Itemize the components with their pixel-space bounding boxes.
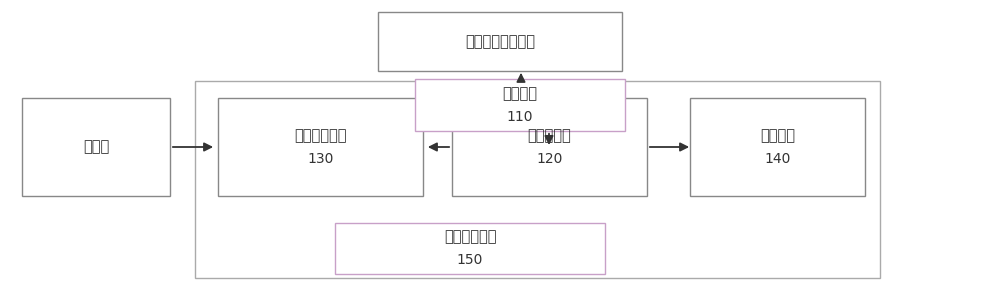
Text: 待监控的时钟设备: 待监控的时钟设备: [465, 34, 535, 49]
Bar: [218, 98, 423, 196]
Text: 110: 110: [507, 110, 533, 124]
Bar: [378, 12, 622, 71]
Text: 130: 130: [307, 152, 334, 166]
Text: 服务器: 服务器: [83, 139, 109, 155]
Bar: [415, 79, 625, 131]
Text: 无线通信模块: 无线通信模块: [294, 128, 347, 143]
Text: 120: 120: [536, 152, 563, 166]
Text: 安全模块: 安全模块: [760, 128, 795, 143]
Bar: [22, 98, 170, 196]
Bar: [452, 98, 647, 196]
Text: 电源管理模块: 电源管理模块: [444, 229, 496, 244]
Text: 140: 140: [764, 152, 791, 166]
Bar: [690, 98, 865, 196]
Text: 150: 150: [457, 253, 483, 267]
Bar: [335, 223, 605, 274]
Text: 处理器模块: 处理器模块: [528, 128, 571, 143]
Bar: [195, 81, 880, 278]
Text: 输入模块: 输入模块: [503, 86, 538, 101]
